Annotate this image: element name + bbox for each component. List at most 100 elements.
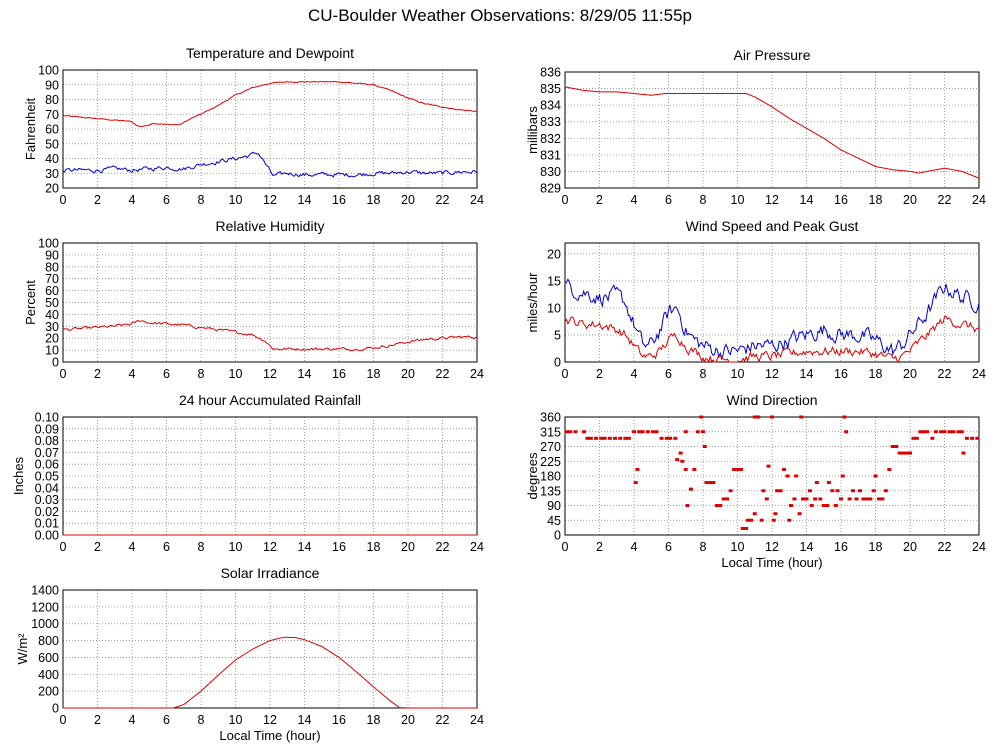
scatter-point: [721, 497, 726, 501]
scatter-point: [788, 504, 793, 507]
scatter-point: [711, 481, 716, 485]
y-tick-label: 833: [540, 115, 561, 129]
scatter-point: [844, 430, 849, 434]
x-tick-label: 24: [972, 367, 986, 381]
y-tick-label: 70: [45, 108, 59, 122]
scatter-point: [735, 467, 740, 471]
scatter-point: [911, 436, 916, 440]
scatter-point: [857, 489, 862, 493]
scatter-point: [678, 451, 683, 455]
x-tick-label: 6: [163, 540, 170, 554]
x-tick-label: 18: [367, 193, 381, 207]
x-tick-label: 14: [298, 540, 312, 554]
x-tick-label: 22: [938, 540, 952, 554]
scatter-point: [840, 474, 845, 478]
scatter-point: [887, 467, 892, 471]
x-tick-label: 8: [198, 540, 205, 554]
scatter-point: [761, 489, 766, 493]
relative-humidity-y-axis-label: Percent: [23, 280, 38, 325]
x-tick-label: 12: [765, 540, 779, 554]
scatter-point: [728, 489, 733, 493]
x-tick-label: 22: [436, 540, 450, 554]
y-tick-label: 835: [540, 82, 561, 96]
y-tick-label: 0.06: [35, 458, 59, 472]
y-tick-label: 0: [554, 356, 561, 370]
scatter-point: [635, 467, 640, 471]
scatter-point: [964, 436, 969, 440]
scatter-point: [799, 415, 804, 419]
scatter-point: [925, 430, 930, 434]
y-tick-label: 100: [38, 237, 59, 251]
x-tick-label: 16: [834, 193, 848, 207]
x-tick-label: 2: [596, 193, 603, 207]
relative-humidity-grid: [63, 243, 477, 362]
x-tick-label: 10: [731, 193, 745, 207]
scatter-point: [685, 504, 690, 507]
y-tick-label: 831: [540, 148, 561, 162]
scatter-point: [930, 436, 935, 440]
x-tick-label: 0: [60, 713, 67, 727]
scatter-point: [759, 518, 764, 522]
scatter-point: [581, 430, 586, 434]
y-tick-label: 80: [45, 93, 59, 107]
scatter-point: [830, 489, 835, 493]
scatter-point: [699, 415, 704, 419]
x-tick-label: 20: [401, 713, 415, 727]
x-tick-label: 12: [765, 193, 779, 207]
temperature-and-dewpoint-series-red-line: [62, 80, 478, 127]
x-tick-label: 8: [700, 367, 707, 381]
x-tick-label: 10: [229, 713, 243, 727]
scatter-point: [756, 415, 761, 419]
x-tick-label: 22: [436, 193, 450, 207]
scatter-point: [901, 451, 906, 455]
scatter-point: [745, 518, 750, 522]
x-tick-label: 18: [367, 540, 381, 554]
wind-direction-title: Wind Direction: [726, 392, 817, 408]
y-tick-label: 10: [547, 301, 561, 315]
scatter-point: [770, 415, 774, 419]
y-tick-label: 0.10: [35, 411, 59, 425]
y-tick-label: 15: [547, 274, 561, 288]
scatter-point: [752, 415, 757, 419]
x-tick-label: 22: [436, 367, 450, 381]
y-tick-label: 20: [547, 247, 561, 261]
y-tick-label: 50: [45, 296, 59, 310]
scatter-point: [975, 436, 980, 440]
scatter-point: [613, 436, 618, 440]
y-tick-label: 830: [540, 165, 561, 179]
y-tick-label: 600: [38, 651, 59, 665]
solar-irradiance-title: Solar Irradiance: [221, 565, 320, 581]
x-tick-label: 8: [198, 193, 205, 207]
scatter-point: [804, 497, 809, 501]
x-tick-label: 20: [903, 367, 917, 381]
scatter-point: [623, 436, 628, 440]
x-tick-label: 24: [972, 540, 986, 554]
x-tick-label: 8: [198, 713, 205, 727]
y-tick-label: 20: [45, 332, 59, 346]
scatter-point: [695, 430, 700, 434]
scatter-point: [914, 436, 919, 440]
relative-humidity-plot-frame: [62, 242, 478, 363]
x-tick-label: 2: [596, 367, 603, 381]
x-tick-label: 4: [129, 367, 136, 381]
x-tick-label: 12: [765, 367, 779, 381]
y-tick-label: 0: [554, 529, 561, 543]
scatter-point: [585, 436, 590, 440]
y-tick-label: 0.03: [35, 493, 59, 507]
scatter-point: [701, 430, 705, 434]
wind-speed-and-peak-gust-plot-frame: [564, 242, 980, 363]
x-tick-label: 20: [401, 193, 415, 207]
y-tick-label: 225: [540, 455, 561, 469]
x-tick-label: 2: [94, 540, 101, 554]
wind-direction-points: [564, 415, 980, 530]
wind-speed-and-peak-gust-series-blue-line: [564, 278, 980, 361]
x-tick-label: 12: [263, 540, 277, 554]
air-pressure-grid: [565, 72, 979, 188]
y-tick-label: 70: [45, 272, 59, 286]
scatter-point: [890, 445, 895, 448]
scatter-point: [744, 526, 749, 530]
x-tick-label: 24: [972, 193, 986, 207]
y-tick-label: 30: [45, 167, 59, 181]
scatter-point: [839, 497, 843, 501]
